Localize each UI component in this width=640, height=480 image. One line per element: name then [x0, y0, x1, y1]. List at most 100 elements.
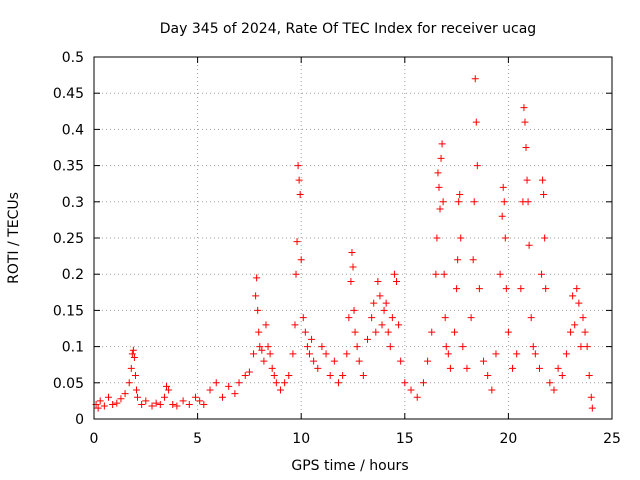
data-point	[121, 390, 129, 398]
data-point	[291, 321, 299, 329]
data-point	[472, 118, 480, 126]
data-point	[372, 328, 380, 336]
data-point	[380, 306, 388, 314]
data-point	[322, 350, 330, 358]
x-tick-label: 15	[396, 431, 414, 447]
data-point	[134, 393, 142, 401]
data-point	[127, 364, 135, 372]
data-point	[276, 386, 284, 394]
data-point	[296, 191, 304, 199]
data-point	[105, 393, 113, 401]
data-point	[467, 314, 475, 322]
data-point	[588, 404, 596, 412]
data-point	[378, 321, 386, 329]
data-point	[129, 346, 137, 354]
data-point	[577, 343, 585, 351]
data-point	[475, 285, 483, 293]
data-point	[504, 328, 512, 336]
data-point	[463, 364, 471, 372]
data-point	[393, 277, 401, 285]
data-point	[260, 357, 268, 365]
data-point	[455, 198, 463, 206]
data-point	[270, 372, 278, 380]
data-point	[454, 256, 462, 264]
data-point	[374, 277, 382, 285]
data-point	[390, 270, 398, 278]
data-point	[581, 328, 589, 336]
data-point	[206, 386, 214, 394]
data-point	[163, 382, 171, 390]
data-point	[384, 328, 392, 336]
data-point	[437, 154, 445, 162]
data-point	[471, 75, 479, 83]
data-point	[432, 270, 440, 278]
data-point	[272, 379, 280, 387]
data-point	[264, 343, 272, 351]
data-point	[326, 372, 334, 380]
data-point	[355, 357, 363, 365]
data-point	[509, 364, 517, 372]
data-point	[413, 393, 421, 401]
data-point	[499, 183, 507, 191]
y-tick-label: 0.2	[62, 267, 84, 283]
data-point	[152, 399, 160, 407]
data-point	[314, 364, 322, 372]
data-point	[113, 399, 121, 407]
data-point	[256, 343, 264, 351]
data-point	[438, 140, 446, 148]
data-point	[295, 176, 303, 184]
data-point	[350, 306, 358, 314]
data-point	[524, 198, 532, 206]
chart-title: Day 345 of 2024, Rate Of TEC Index for r…	[160, 21, 536, 37]
data-point	[281, 379, 289, 387]
data-point	[523, 176, 531, 184]
data-point	[459, 343, 467, 351]
data-point	[569, 292, 577, 300]
data-point	[241, 372, 249, 380]
data-point	[132, 386, 140, 394]
y-tick-label: 0.15	[53, 303, 84, 319]
y-tick-label: 0.5	[62, 50, 84, 66]
x-tick-label: 25	[603, 431, 621, 447]
data-point	[488, 386, 496, 394]
data-point	[456, 191, 464, 199]
data-point	[442, 343, 450, 351]
data-point	[347, 277, 355, 285]
data-point	[289, 350, 297, 358]
data-point	[94, 404, 102, 412]
data-point	[435, 183, 443, 191]
data-point	[446, 364, 454, 372]
data-point	[531, 350, 539, 358]
data-point	[521, 118, 529, 126]
data-point	[196, 397, 204, 405]
data-point	[364, 335, 372, 343]
data-point	[541, 234, 549, 242]
data-point	[502, 285, 510, 293]
data-point	[343, 350, 351, 358]
data-point	[254, 306, 262, 314]
data-point	[571, 321, 579, 329]
data-point	[305, 350, 313, 358]
data-point	[527, 314, 535, 322]
data-point	[469, 256, 477, 264]
data-point	[185, 401, 193, 409]
data-point	[376, 292, 384, 300]
data-point	[128, 350, 136, 358]
y-axis-label: ROTI / TECUs	[6, 192, 22, 284]
x-axis-ticks: 0 5 10 15 20 25	[90, 57, 621, 447]
x-axis-label: GPS time / hours	[291, 458, 408, 474]
data-point	[160, 393, 168, 401]
data-point	[436, 205, 444, 213]
data-point	[100, 402, 108, 410]
data-point	[252, 292, 260, 300]
data-point	[587, 393, 595, 401]
y-tick-label: 0.25	[53, 231, 84, 247]
y-tick-label: 0.45	[53, 86, 84, 102]
data-point	[359, 372, 367, 380]
data-point	[218, 393, 226, 401]
data-point	[517, 285, 525, 293]
x-tick-label: 0	[90, 431, 99, 447]
data-point	[294, 162, 302, 170]
data-point	[501, 234, 509, 242]
